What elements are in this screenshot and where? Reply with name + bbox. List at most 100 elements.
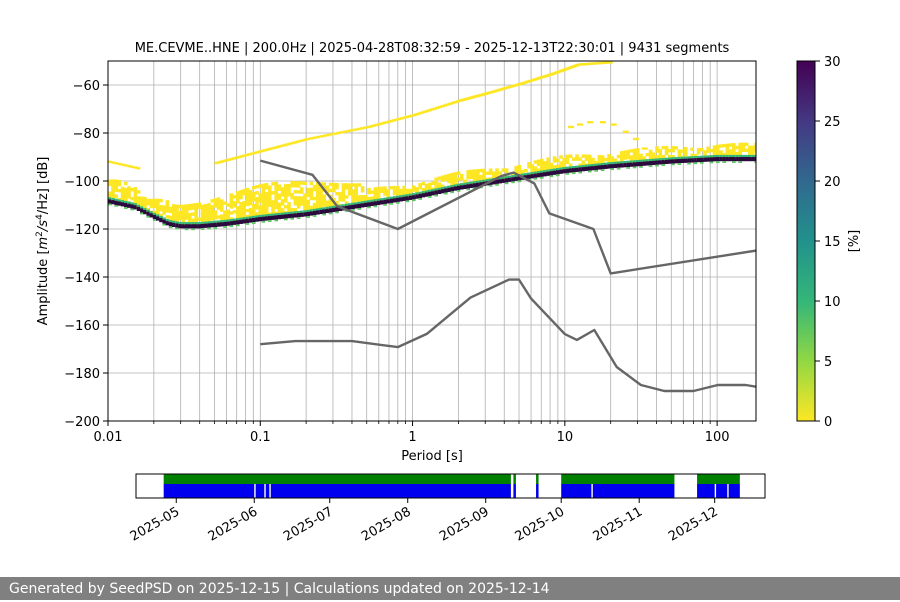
- heatmap-cell: [274, 219, 278, 222]
- heatmap-cell: [719, 144, 723, 148]
- heatmap-cell: [514, 176, 518, 181]
- heatmap-cell: [517, 164, 522, 169]
- heatmap-cell: [741, 157, 746, 162]
- heatmap-cell: [114, 179, 118, 183]
- heatmap-cell: [277, 193, 282, 197]
- heatmap-cell: [396, 185, 400, 190]
- heatmap-cell: [732, 154, 736, 158]
- heatmap-cell: [552, 168, 557, 171]
- heatmap-cell: [133, 203, 138, 206]
- heatmap-cell: [328, 206, 333, 209]
- heatmap-cell: [277, 187, 282, 191]
- heatmap-cell: [149, 204, 154, 209]
- heatmap-cell: [111, 185, 115, 189]
- heatmap-cell: [239, 195, 243, 200]
- heatmap-cell: [495, 183, 499, 186]
- colorbar-gradient: [796, 60, 816, 422]
- heatmap-cell: [440, 187, 445, 190]
- heatmap-cell: [600, 155, 605, 159]
- heatmap-cell: [610, 164, 614, 169]
- heatmap-cell: [434, 190, 438, 195]
- colorbar-tick-label: 25: [824, 115, 841, 130]
- heatmap-cell: [236, 200, 240, 204]
- heatmap-cell: [111, 200, 115, 205]
- heatmap-cell: [351, 209, 355, 211]
- heatmap-cell: [700, 147, 704, 152]
- heatmap-cell: [543, 167, 547, 171]
- heatmap-cell: [690, 147, 694, 151]
- heatmap-cell: [133, 205, 138, 210]
- heatmap-cell: [255, 197, 259, 201]
- heatmap-cell: [504, 171, 509, 175]
- heatmap-cell: [443, 104, 448, 107]
- heatmap-cell: [197, 205, 202, 209]
- heatmap-cell: [581, 164, 586, 168]
- heatmap-cell: [616, 163, 621, 168]
- heatmap-cell: [252, 215, 256, 219]
- heatmap-cell: [108, 199, 112, 204]
- heatmap-cell: [351, 183, 355, 187]
- y-tick-label: −60: [73, 79, 100, 94]
- heatmap-cell: [607, 157, 611, 161]
- heatmap-cell: [732, 146, 736, 150]
- heatmap-cell: [530, 174, 534, 179]
- heatmap-cell: [373, 193, 378, 197]
- heatmap-cell: [546, 163, 550, 167]
- heatmap-cell: [728, 152, 733, 156]
- heatmap-cell: [549, 165, 554, 170]
- heatmap-cell: [568, 154, 573, 158]
- heatmap-cell: [290, 196, 294, 200]
- heatmap-cell: [648, 149, 653, 154]
- heatmap-cell: [455, 100, 460, 103]
- heatmap-cell: [306, 205, 310, 210]
- heatmap-cell: [258, 208, 262, 212]
- heatmap-cell: [255, 217, 259, 222]
- heatmap-cell: [316, 135, 321, 139]
- heatmap-cell: [316, 206, 320, 210]
- heatmap-cell: [219, 160, 224, 163]
- heatmap-cell: [268, 200, 272, 204]
- heatmap-cell: [664, 159, 669, 164]
- heatmap-cell: [258, 184, 262, 188]
- heatmap-cell: [280, 214, 285, 219]
- heatmap-cell: [648, 158, 653, 162]
- heatmap-cell: [418, 193, 422, 199]
- heatmap-cell: [181, 210, 186, 215]
- heatmap-cell: [556, 170, 560, 175]
- heatmap-cell: [687, 162, 691, 165]
- heatmap-cell: [191, 224, 195, 229]
- heatmap-cell: [533, 160, 538, 164]
- heatmap-cell: [258, 211, 262, 215]
- heatmap-cell: [466, 188, 470, 191]
- heatmap-cell: [703, 157, 707, 162]
- heatmap-cell: [220, 222, 224, 227]
- heatmap-cell: [600, 161, 605, 165]
- heatmap-cell: [661, 160, 666, 165]
- heatmap-cell: [540, 161, 544, 166]
- heatmap-cell: [546, 169, 550, 172]
- heatmap-cell: [466, 170, 470, 174]
- heatmap-cell: [184, 222, 189, 225]
- heatmap-cell: [124, 202, 128, 208]
- heatmap-cell: [108, 160, 112, 163]
- heatmap-cell: [472, 178, 477, 182]
- heatmap-cell: [152, 214, 157, 220]
- heatmap-cell: [354, 195, 358, 199]
- heatmap-cell: [448, 102, 453, 105]
- heatmap-cell: [722, 143, 726, 148]
- heatmap-cell: [376, 200, 381, 205]
- heatmap-cell: [316, 182, 320, 186]
- heatmap-cell: [460, 185, 464, 190]
- heatmap-cell: [504, 176, 509, 179]
- heatmap-cell: [306, 199, 310, 204]
- heatmap-cell: [748, 148, 752, 153]
- heatmap-cell: [229, 225, 234, 228]
- heatmap-cell: [236, 215, 240, 219]
- heatmap-cell: [524, 175, 528, 180]
- heatmap-cell: [671, 146, 675, 150]
- heatmap-cell: [130, 208, 134, 211]
- heatmap-cell: [264, 210, 269, 214]
- heatmap-cell: [386, 195, 390, 199]
- heatmap-cell: [357, 198, 362, 202]
- heatmap-cell: [572, 157, 576, 161]
